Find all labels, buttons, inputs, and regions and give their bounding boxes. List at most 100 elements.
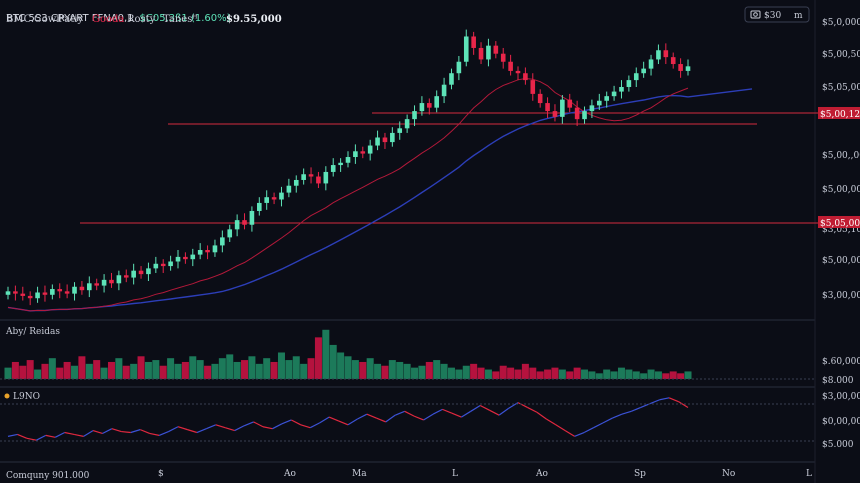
rsi-segment: [158, 430, 169, 436]
volume-bar: [19, 365, 27, 379]
candle-body: [227, 229, 233, 238]
candle-body: [441, 84, 447, 97]
tab-tanes[interactable]: Tanes: [163, 14, 192, 25]
candle-body: [308, 174, 314, 177]
volume-bar: [374, 363, 382, 379]
rsi-segment: [432, 408, 443, 415]
volume-bar: [544, 369, 552, 379]
volume-bar: [455, 369, 463, 379]
toolbar-pill[interactable]: $30 m: [744, 6, 810, 23]
volume-bar: [351, 360, 359, 379]
candle-body: [500, 53, 506, 62]
volume-bar: [484, 369, 492, 379]
candle-body: [279, 192, 284, 200]
camera-icon[interactable]: [750, 10, 761, 19]
volume-bar: [588, 371, 596, 379]
candle-body: [271, 197, 277, 200]
volume-bar: [270, 361, 278, 379]
tab-gooda[interactable]: Gooda: [92, 14, 124, 25]
ma-slow-line: [7, 94, 689, 312]
rsi-dot-icon: [4, 393, 10, 399]
volume-bar: [366, 358, 374, 379]
rsi-segment: [564, 430, 575, 437]
rsi-title: L9NO: [13, 392, 40, 402]
candle-body: [301, 174, 306, 180]
rsi-segment: [385, 414, 396, 423]
rsi-segment: [177, 426, 188, 431]
price-tick: $5,0,000: [822, 18, 860, 28]
volume-bar: [233, 361, 241, 379]
candle-body: [390, 132, 395, 143]
candle-body: [234, 220, 240, 230]
candle-body: [633, 73, 639, 81]
volume-bar: [403, 363, 411, 379]
header-tabs[interactable]: BMC.Cowi Patiy Gooda Rosty Tanes ꟸ $9.55…: [6, 14, 282, 25]
candle-body: [508, 61, 513, 71]
candle-body: [146, 268, 151, 275]
rsi-segment: [470, 405, 481, 412]
candle-body: [597, 100, 602, 106]
volume-bar: [440, 363, 448, 379]
volume-bar: [477, 367, 485, 379]
candle-body: [648, 59, 654, 69]
volume-bar: [388, 360, 396, 379]
candle-body: [463, 36, 469, 62]
candle-body: [537, 93, 543, 104]
change-label: $C05.3ß1 (1.60%): [139, 12, 231, 24]
candle-body: [382, 137, 388, 143]
price-tick: $5,05,000: [822, 83, 860, 93]
rsi-segment: [593, 422, 604, 429]
x-tick: Sp: [634, 469, 646, 479]
volume-bar: [595, 373, 603, 379]
volume-layer: [4, 329, 692, 379]
rsi-segment: [442, 408, 453, 414]
candle-body: [456, 61, 462, 74]
candle-body: [316, 176, 321, 184]
candle-body: [79, 286, 85, 291]
candle-body: [123, 275, 129, 278]
rsi-segment: [102, 428, 113, 435]
x-tick: No: [722, 469, 735, 479]
ma-slow-layer: [7, 88, 753, 312]
price-tick: $5,00,505: [822, 50, 860, 60]
volume-bar: [307, 358, 315, 379]
price-label: $9.55,000: [226, 14, 282, 25]
candle-body: [611, 91, 617, 97]
candle-body: [678, 64, 683, 71]
price-tick: $5,00,000: [822, 185, 860, 195]
x-tick: L: [452, 469, 458, 479]
price-tag-top: [818, 107, 860, 119]
candle-body: [685, 66, 691, 71]
candle-body: [257, 202, 262, 211]
rsi-segment: [291, 419, 302, 426]
volume-bar: [411, 367, 419, 379]
tab-patiy[interactable]: Patiy: [58, 14, 83, 25]
candle-body: [663, 50, 669, 58]
candle-body: [64, 291, 70, 294]
tab-bmc[interactable]: BMC.Cowi: [6, 14, 60, 25]
candle-body: [131, 270, 136, 278]
price-tag-low: [818, 216, 860, 228]
x-tick: Ma: [352, 469, 367, 479]
rsi-segment: [376, 417, 387, 423]
volume-bar: [359, 361, 367, 379]
rsi-segment: [357, 413, 368, 420]
rsi-segment: [394, 410, 405, 416]
rsi-segment: [517, 402, 528, 408]
rsi-segment: [631, 406, 642, 412]
rsi-segment: [139, 429, 150, 435]
rsi-segment: [612, 413, 623, 419]
volume-bar: [344, 356, 352, 379]
candle-body: [412, 111, 417, 120]
rsi-segment: [479, 404, 490, 411]
tab-rosty[interactable]: Rosty: [127, 14, 156, 25]
candle-body: [353, 151, 358, 158]
rsi-segment: [546, 418, 557, 426]
candle-body: [101, 279, 107, 286]
rsi-layer: [7, 397, 689, 441]
volume-bar: [551, 367, 559, 379]
rsi-segment: [272, 423, 283, 430]
candle-body: [471, 36, 476, 48]
volume-bar: [610, 371, 618, 379]
